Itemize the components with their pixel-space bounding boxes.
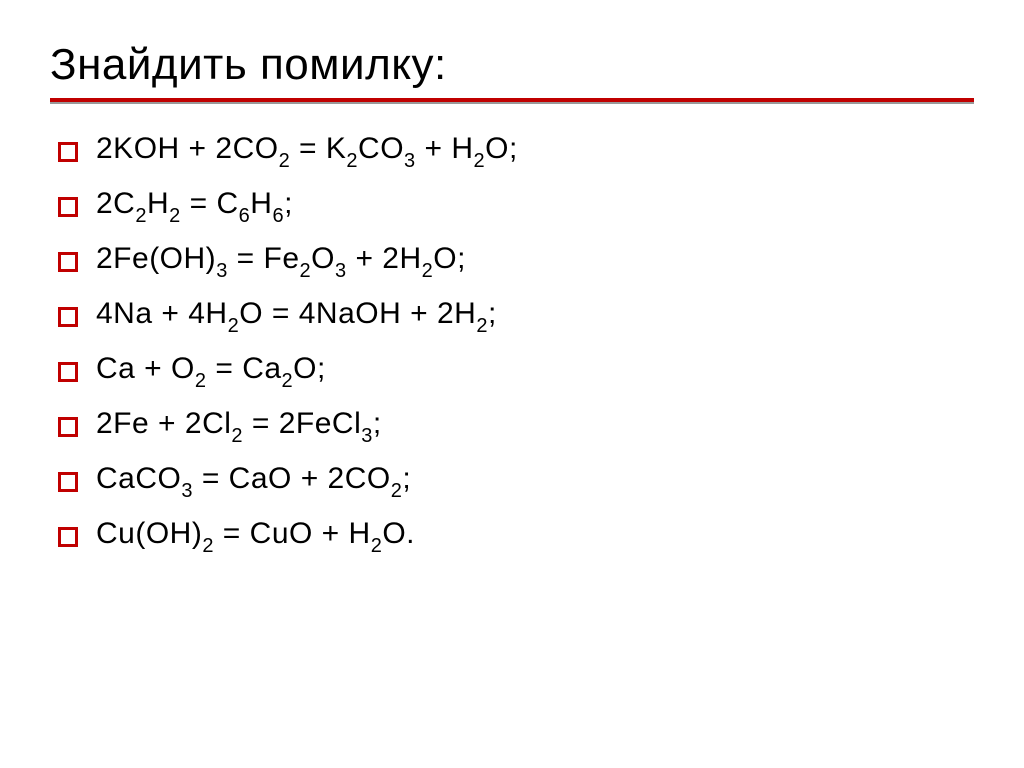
equation-text: 2KOH + 2CO2 = K2CO3 + H2O; bbox=[96, 132, 518, 171]
equation-text: Cu(OH)2 = CuO + H2O. bbox=[96, 517, 415, 556]
equation-row: 2KOH + 2CO2 = K2CO3 + H2O; bbox=[58, 132, 974, 171]
equation-row: 2C2H2 = C6H6; bbox=[58, 187, 974, 226]
square-bullet-icon bbox=[58, 252, 78, 272]
equation-row: Ca + O2 = Ca2O; bbox=[58, 352, 974, 391]
equation-text: 2C2H2 = C6H6; bbox=[96, 187, 293, 226]
equations-list: 2KOH + 2CO2 = K2CO3 + H2O; 2C2H2 = C6H6; 2… bbox=[50, 132, 974, 556]
equation-row: Cu(OH)2 = CuO + H2O. bbox=[58, 517, 974, 556]
square-bullet-icon bbox=[58, 472, 78, 492]
equation-row: 4Na + 4H2O = 4NaOH + 2H2; bbox=[58, 297, 974, 336]
square-bullet-icon bbox=[58, 362, 78, 382]
square-bullet-icon bbox=[58, 307, 78, 327]
equation-row: 2Fe + 2Cl2 = 2FeCl3; bbox=[58, 407, 974, 446]
equation-text: Ca + O2 = Ca2O; bbox=[96, 352, 326, 391]
equation-row: 2Fe(OH)3 = Fe2O3 + 2H2O; bbox=[58, 242, 974, 281]
square-bullet-icon bbox=[58, 417, 78, 437]
square-bullet-icon bbox=[58, 197, 78, 217]
slide-title: Знайдить помилку: bbox=[50, 40, 974, 90]
square-bullet-icon bbox=[58, 527, 78, 547]
equation-text: 2Fe(OH)3 = Fe2O3 + 2H2O; bbox=[96, 242, 466, 281]
underline-gray bbox=[50, 102, 974, 104]
equation-row: CaCO3 = CaO + 2CO2; bbox=[58, 462, 974, 501]
square-bullet-icon bbox=[58, 142, 78, 162]
equation-text: 4Na + 4H2O = 4NaOH + 2H2; bbox=[96, 297, 497, 336]
equation-text: CaCO3 = CaO + 2CO2; bbox=[96, 462, 411, 501]
equation-text: 2Fe + 2Cl2 = 2FeCl3; bbox=[96, 407, 382, 446]
title-underline bbox=[50, 98, 974, 104]
